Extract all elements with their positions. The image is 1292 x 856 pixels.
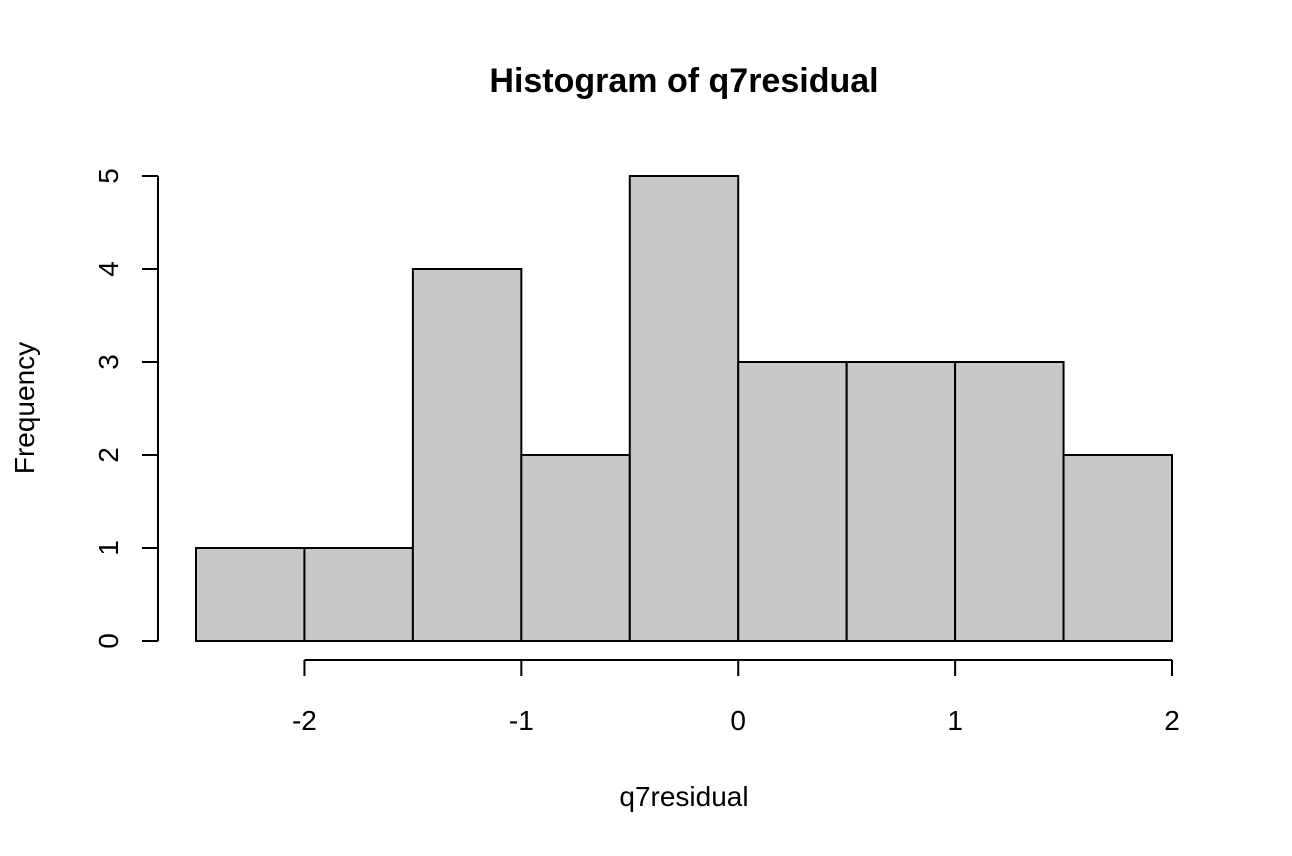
y-axis: 0 1 2 3 4 5 xyxy=(93,168,159,649)
histogram-bar xyxy=(628,175,740,642)
histogram-bar xyxy=(954,361,1065,642)
y-tick-label: 5 xyxy=(93,168,124,184)
y-tick-label: 1 xyxy=(93,540,124,556)
histogram-bar xyxy=(195,547,306,642)
x-axis: -2 -1 0 1 2 xyxy=(292,659,1180,736)
x-tick-label: 0 xyxy=(730,705,746,736)
y-axis-label: Frequency xyxy=(9,342,40,474)
bars-group xyxy=(195,175,1173,642)
x-tick-label: 2 xyxy=(1164,705,1180,736)
histogram-bar xyxy=(520,454,631,642)
x-tick-label: 1 xyxy=(947,705,963,736)
y-tick-label: 0 xyxy=(93,633,124,649)
chart-title: Histogram of q7residual xyxy=(489,62,878,100)
histogram-bar xyxy=(303,547,414,642)
histogram-bar xyxy=(845,361,957,642)
x-tick-label: -1 xyxy=(509,705,534,736)
histogram-bar xyxy=(411,268,523,642)
histogram-bar xyxy=(1062,454,1173,642)
histogram-bar xyxy=(737,361,848,642)
y-tick-label: 3 xyxy=(93,354,124,370)
x-axis-label: q7residual xyxy=(619,781,748,812)
y-tick-label: 4 xyxy=(93,261,124,277)
y-tick-label: 2 xyxy=(93,447,124,463)
x-tick-label: -2 xyxy=(292,705,317,736)
